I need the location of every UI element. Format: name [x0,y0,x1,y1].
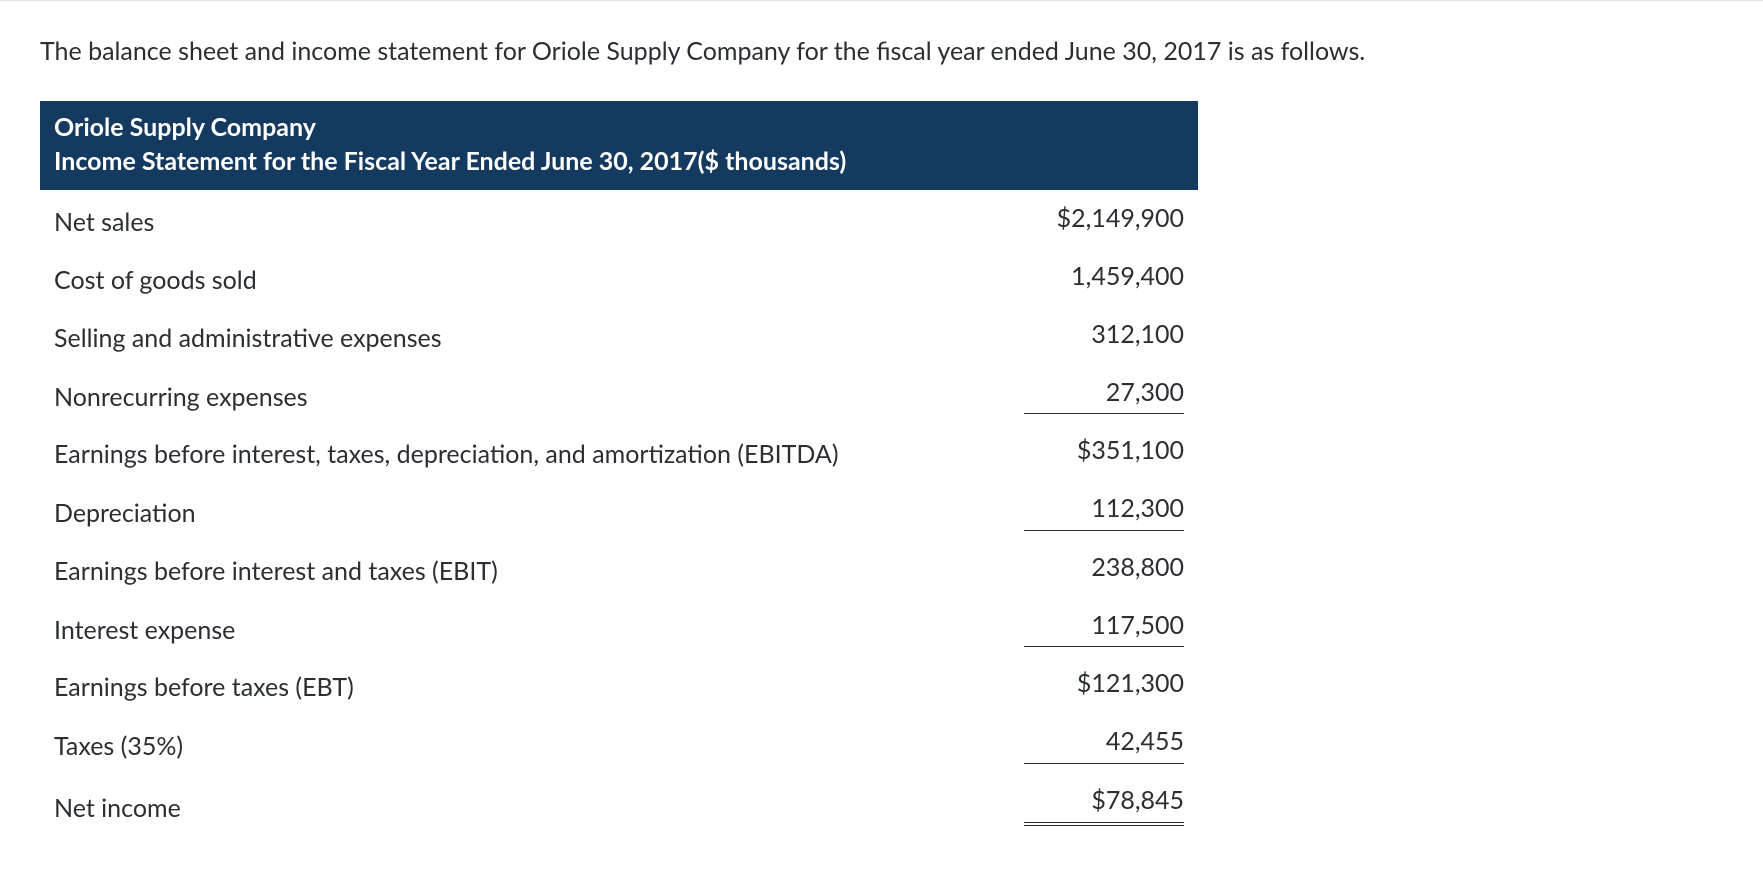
table-row: Nonrecurring expenses 27,300 [40,364,1198,423]
row-label: Earnings before interest, taxes, depreci… [40,422,930,480]
row-value: 42,455 [930,713,1198,772]
table-row: Net sales $2,149,900 [40,190,1198,248]
table-row: Interest expense 117,500 [40,597,1198,656]
table-row: Depreciation 112,300 [40,480,1198,539]
row-label: Nonrecurring expenses [40,364,930,423]
row-value: 312,100 [930,306,1198,364]
row-value: 27,300 [930,364,1198,423]
row-value: $351,100 [930,422,1198,480]
row-value: 1,459,400 [930,248,1198,306]
page-container: The balance sheet and income statement f… [0,0,1763,884]
row-value-text: $78,845 [1024,780,1184,826]
row-label: Cost of goods sold [40,248,930,306]
row-value-text: 27,300 [1024,372,1184,415]
income-statement-table: Oriole Supply Company Income Statement f… [40,101,1198,834]
row-label: Depreciation [40,480,930,539]
row-value: 117,500 [930,597,1198,656]
row-label: Earnings before taxes (EBT) [40,655,930,713]
row-value-text: 42,455 [1024,721,1184,764]
row-label: Net income [40,772,930,834]
row-value-text: 112,300 [1024,488,1184,531]
row-value-text: $351,100 [1024,430,1184,472]
row-label: Interest expense [40,597,930,656]
table-row: Earnings before interest, taxes, depreci… [40,422,1198,480]
row-value: $78,845 [930,772,1198,834]
row-label: Net sales [40,190,930,248]
table-header-line1: Oriole Supply Company [54,112,316,142]
row-label: Selling and administrative expenses [40,306,930,364]
table-header: Oriole Supply Company Income Statement f… [40,101,1198,191]
row-value-text: 238,800 [1024,547,1184,589]
table-row: Selling and administrative expenses 312,1… [40,306,1198,364]
table-row: Earnings before interest and taxes (EBIT… [40,539,1198,597]
table-header-line2: Income Statement for the Fiscal Year End… [54,146,846,176]
row-value-text: $121,300 [1024,663,1184,705]
table-row: Cost of goods sold 1,459,400 [40,248,1198,306]
row-value: $121,300 [930,655,1198,713]
row-value-text: 1,459,400 [1024,256,1184,298]
row-value-text: 117,500 [1024,605,1184,648]
table-row: Earnings before taxes (EBT) $121,300 [40,655,1198,713]
table-row: Taxes (35%) 42,455 [40,713,1198,772]
row-value-text: 312,100 [1024,314,1184,356]
table-body: Net sales $2,149,900 Cost of goods sold 1,4… [40,190,1198,833]
table-row: Net income $78,845 [40,772,1198,834]
row-value-text: $2,149,900 [1024,198,1184,240]
row-label: Earnings before interest and taxes (EBIT… [40,539,930,597]
row-value: 112,300 [930,480,1198,539]
intro-paragraph: The balance sheet and income statement f… [40,35,1723,69]
row-value: $2,149,900 [930,190,1198,248]
row-value: 238,800 [930,539,1198,597]
row-label: Taxes (35%) [40,713,930,772]
